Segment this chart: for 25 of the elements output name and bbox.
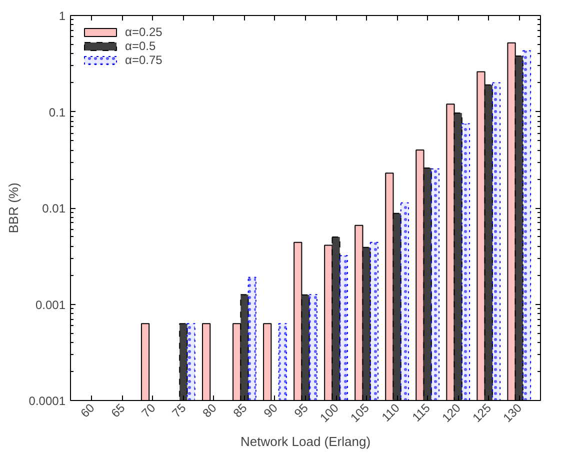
legend-label: α=0.25 [125,25,162,39]
y-tick-label: 0.001 [35,298,66,312]
legend-label: α=0.5 [125,39,156,53]
x-tick-label: 120 [439,400,464,425]
x-tick-label: 65 [108,400,128,420]
y-tick-label: 0.0001 [28,394,66,408]
x-tick-label: 105 [348,400,372,425]
x-tick-label: 85 [230,400,250,420]
x-tick-label: 110 [378,400,403,424]
x-tick-label: 100 [317,400,342,425]
x-tick-label: 80 [200,400,220,420]
y-tick-label: 1 [58,9,66,23]
x-axis-title: Network Load (Erlang) [240,434,371,450]
y-axis-title: BBR (%) [6,182,21,234]
x-tick-label: 70 [138,400,158,420]
legend-label: α=0.75 [125,53,162,67]
y-tick-label: 0.01 [42,202,66,216]
x-tick-label: 60 [78,400,98,420]
x-tick-label: 90 [260,400,281,420]
x-tick-label: 115 [409,400,434,424]
x-tick-label: 125 [470,400,494,425]
x-tick-label: 130 [500,400,525,425]
y-tick-label: 0.1 [48,105,66,120]
x-tick-label: 95 [291,400,312,420]
x-tick-label: 75 [169,400,189,420]
